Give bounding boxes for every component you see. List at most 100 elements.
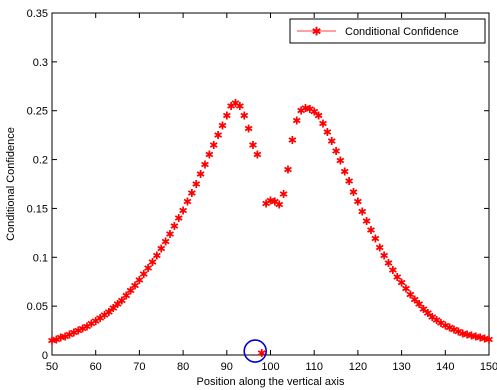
legend-marker: ✱	[311, 25, 321, 39]
data-point: ✱	[65, 329, 74, 341]
data-point: ✱	[436, 318, 445, 330]
data-point: ✱	[410, 294, 419, 306]
series: ✱✱✱✱✱✱✱✱✱✱✱✱✱✱✱✱✱✱✱✱✱✱✱✱✱✱✱✱✱✱✱✱✱✱✱✱✱✱✱✱…	[47, 98, 493, 360]
data-point: ✱	[148, 257, 157, 269]
data-point: ✱	[331, 146, 340, 158]
data-point: ✱	[349, 187, 358, 199]
data-point: ✱	[380, 250, 389, 262]
data-point: ✱	[117, 295, 126, 307]
legend-label: Conditional Confidence	[345, 26, 459, 38]
data-point: ✱	[275, 200, 284, 212]
data-point: ✱	[414, 299, 423, 311]
y-tick-label: 0	[42, 350, 48, 362]
data-point: ✱	[253, 150, 262, 162]
data-point: ✱	[104, 307, 113, 319]
data-point: ✱	[109, 303, 118, 315]
data-point: ✱	[401, 284, 410, 296]
data-point: ✱	[393, 272, 402, 284]
ticks	[51, 12, 490, 356]
data-point: ✱	[213, 130, 222, 142]
data-point: ✱	[209, 140, 218, 152]
data-point: ✱	[358, 206, 367, 218]
data-point: ✱	[240, 111, 249, 123]
data-point: ✱	[423, 308, 432, 320]
x-tick-label: 120	[349, 361, 367, 373]
x-tick-label: 100	[261, 361, 279, 373]
data-point: ✱	[244, 123, 253, 135]
data-point: ✱	[174, 213, 183, 225]
data-point: ✱	[152, 250, 161, 262]
data-point: ✱	[122, 290, 131, 302]
data-point: ✱	[262, 199, 271, 211]
data-point: ✱	[283, 164, 292, 176]
data-point: ✱	[340, 166, 349, 178]
plot-area	[51, 12, 490, 356]
data-point: ✱	[192, 179, 201, 191]
x-tick-label: 80	[177, 361, 189, 373]
data-point: ✱	[458, 329, 467, 341]
data-point: ✱	[144, 263, 153, 275]
data-point: ✱	[82, 322, 91, 334]
data-point: ✱	[270, 197, 279, 209]
data-point: ✱	[52, 334, 61, 346]
data-point: ✱	[218, 120, 227, 132]
data-point: ✱	[227, 101, 236, 113]
x-tick-label: 150	[480, 361, 497, 373]
data-point: ✱	[305, 104, 314, 116]
data-point: ✱	[170, 221, 179, 233]
data-point: ✱	[318, 118, 327, 130]
data-point: ✱	[406, 289, 415, 301]
data-point: ✱	[257, 348, 266, 360]
data-point: ✱	[314, 111, 323, 123]
x-tick-label: 70	[133, 361, 145, 373]
data-point: ✱	[69, 328, 78, 340]
legend: ✱ Conditional Confidence	[289, 18, 486, 44]
data-point: ✱	[484, 334, 493, 346]
y-tick-label: 0.35	[27, 8, 48, 20]
y-tick-label: 0.05	[27, 301, 48, 313]
data-point: ✱	[100, 310, 109, 322]
data-point: ✱	[397, 278, 406, 290]
x-tick-label: 130	[392, 361, 410, 373]
data-point: ✱	[310, 107, 319, 119]
data-point: ✱	[445, 323, 454, 335]
data-point: ✱	[336, 156, 345, 168]
data-point: ✱	[388, 265, 397, 277]
data-point: ✱	[432, 315, 441, 327]
data-point: ✱	[187, 188, 196, 200]
data-point: ✱	[161, 237, 170, 249]
data-point: ✱	[130, 281, 139, 293]
x-tick-label: 60	[90, 361, 102, 373]
data-point: ✱	[87, 319, 96, 331]
data-point: ✱	[449, 325, 458, 337]
data-point: ✱	[345, 176, 354, 188]
data-point: ✱	[95, 313, 104, 325]
data-point: ✱	[384, 258, 393, 270]
data-point: ✱	[279, 189, 288, 201]
data-point: ✱	[292, 115, 301, 127]
y-tick-label: 0.15	[27, 203, 48, 215]
annotations	[243, 339, 268, 363]
y-tick-label: 0.3	[33, 57, 48, 69]
data-point: ✱	[91, 316, 100, 328]
data-point: ✱	[139, 269, 148, 281]
data-point: ✱	[362, 216, 371, 228]
data-point: ✱	[196, 169, 205, 181]
data-point: ✱	[248, 140, 257, 152]
data-point: ✱	[165, 229, 174, 241]
data-point: ✱	[135, 275, 144, 287]
data-point: ✱	[235, 101, 244, 113]
tick-labels: 50 60 70 80 90 100 110 120 130 140 150 0 0.05 0.1 0.15…	[27, 8, 497, 373]
y-tick-label: 0.1	[33, 252, 48, 264]
data-point: ✱	[301, 103, 310, 115]
data-point: ✱	[480, 333, 489, 345]
data-point: ✱	[126, 286, 135, 298]
data-point: ✱	[454, 327, 463, 339]
data-point: ✱	[78, 324, 87, 336]
y-tick-label: 0.2	[33, 155, 48, 167]
data-point: ✱	[353, 197, 362, 209]
data-point: ✱	[113, 299, 122, 311]
y-axis-label: Conditional Confidence	[5, 127, 17, 241]
data-point: ✱	[371, 234, 380, 246]
